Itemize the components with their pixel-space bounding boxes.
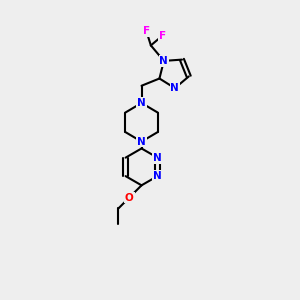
Text: N: N — [153, 171, 162, 181]
Text: N: N — [137, 98, 146, 108]
Text: O: O — [125, 193, 134, 202]
Text: F: F — [143, 26, 150, 36]
Text: N: N — [137, 136, 146, 147]
Text: N: N — [170, 83, 179, 93]
Text: F: F — [159, 31, 166, 41]
Text: N: N — [153, 153, 162, 163]
Text: N: N — [160, 56, 168, 66]
